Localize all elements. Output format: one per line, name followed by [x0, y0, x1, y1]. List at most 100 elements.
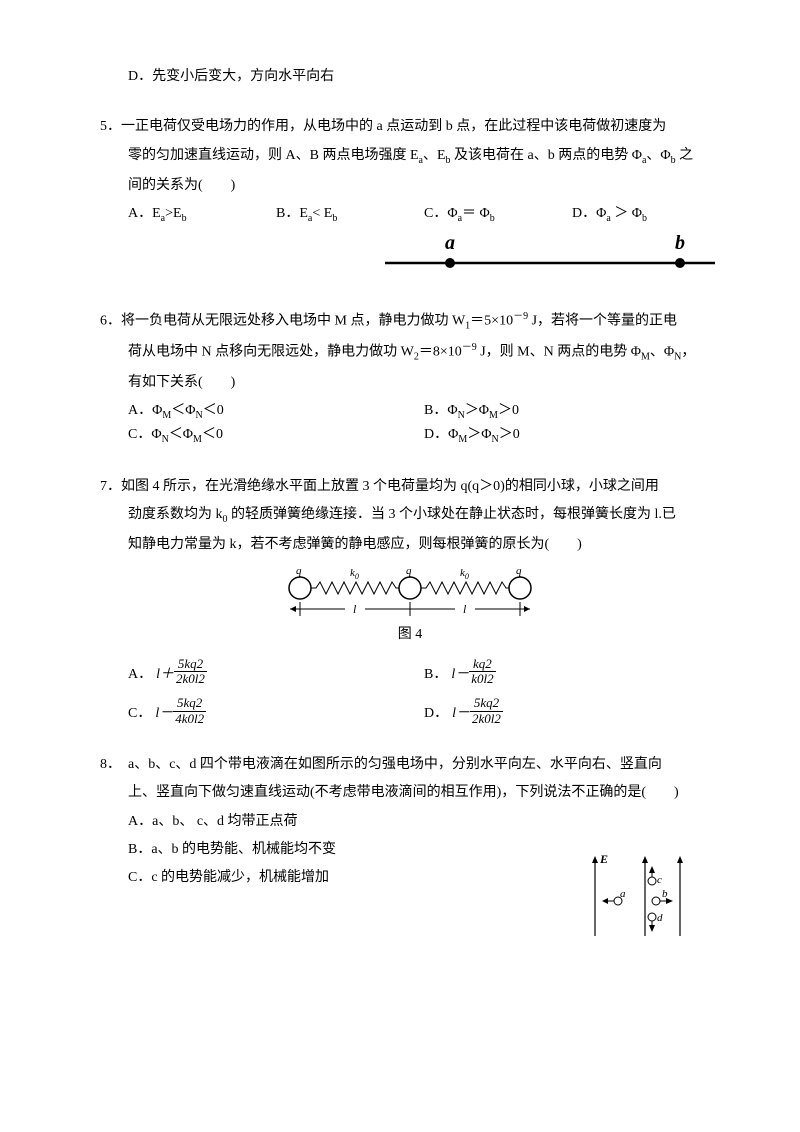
q6t1b: ＝5×10 — [470, 313, 513, 328]
spring-svg: q q q k0 k0 l — [260, 564, 560, 622]
pre: l＋ — [156, 664, 174, 686]
q5-t2d: 、Φ — [646, 148, 670, 163]
t: ＜0 — [203, 403, 224, 418]
q5-line2: 零的匀加速直线运动，则 A、B 两点电场强度 Ea、Eb 及该电荷在 a、b 两… — [128, 145, 720, 169]
q6-opt-b: B．ΦN＞ΦM＞0 — [424, 400, 720, 424]
num: 5kq2 — [470, 696, 503, 711]
frac: 5kq2 2k0l2 — [174, 657, 207, 687]
q5-options: A．Ea>Eb B．Ea< Eb C．Φa＝ Φb D．Φa ＞ Φb — [128, 203, 720, 227]
sup: －9 — [513, 311, 528, 322]
lbl-b: b — [662, 888, 668, 900]
q5c2: ＝ Φ — [462, 206, 490, 221]
fig-label-a: a — [445, 232, 455, 254]
q7-line2: 劲度系数均为 k0 的轻质弹簧绝缘连接．当 3 个小球处在静止状态时，每根弹簧长… — [128, 504, 720, 528]
fig-label-b: b — [675, 232, 685, 254]
drop-d — [648, 913, 656, 921]
spring — [421, 582, 509, 594]
dot-a — [445, 258, 455, 268]
q7-options: A． l＋ 5kq2 2k0l2 B． l－ kq2 k0l2 — [128, 657, 720, 726]
lbl-q: q — [296, 565, 302, 577]
lbl: C． — [128, 703, 151, 725]
arrow — [602, 898, 608, 904]
drop-c — [648, 877, 656, 885]
q8-opt-c: C．c 的电势能减少，机械能增加 — [128, 867, 570, 889]
lbl-E: E — [599, 852, 608, 866]
q5b1: B．E — [276, 206, 308, 221]
arrow — [642, 856, 648, 863]
arrow — [592, 856, 598, 863]
sub: N — [195, 410, 202, 421]
q7-opt-c: C． l－ 5kq2 4k0l2 — [128, 696, 424, 726]
q5d1: D．Φ — [572, 206, 606, 221]
t: C．Φ — [128, 427, 162, 442]
t: B．Φ — [424, 403, 458, 418]
q8-opt-a: A．a、b、 c、d 均带正点荷 — [128, 811, 570, 833]
page: D．先变小后变大，方向水平向右 5．一正电荷仅受电场力的作用，从电场中的 a 点… — [0, 0, 800, 989]
lbl-a: a — [620, 888, 626, 900]
sub: a — [161, 213, 165, 224]
den: k0l2 — [469, 672, 495, 686]
q7t1: 如图 4 所示，在光滑绝缘水平面上放置 3 个电荷量均为 q(q＞0)的相同小球… — [121, 479, 659, 494]
sub: M — [193, 434, 202, 445]
q6-num: 6． — [100, 313, 121, 328]
lbl-q: q — [516, 565, 522, 577]
q5-t2a: 零的匀加速直线运动，则 A、B 两点电场强度 E — [128, 148, 419, 163]
q5-t2b: 、E — [423, 148, 446, 163]
pre: l－ — [451, 664, 469, 686]
q5b2: E — [320, 206, 332, 221]
sub: N — [491, 434, 498, 445]
sub: M — [489, 410, 498, 421]
q8-options: A．a、b、 c、d 均带正点荷 B．a、b 的电势能、机械能均不变 C．c 的… — [100, 811, 570, 949]
q6-opt-c: C．ΦN＜ΦM＜0 — [128, 424, 424, 448]
q8-opt-b: B．a、b 的电势能、机械能均不变 — [128, 839, 570, 861]
q6t2e: ， — [681, 345, 695, 360]
q6-line2: 荷从电场中 N 点移向无限远处，静电力做功 W2＝8×10－9 J，则 M、N … — [128, 340, 720, 365]
q6t2d: 、Φ — [650, 345, 674, 360]
q7t2: 劲度系数均为 k — [128, 507, 223, 522]
q7-line3: 知静电力常量为 k，若不考虑弹簧的静电感应，则每根弹簧的原长为( ) — [128, 534, 720, 556]
num: kq2 — [469, 657, 495, 672]
spring — [311, 582, 399, 594]
q7-caption: 图 4 — [100, 624, 720, 646]
lbl-l: l — [353, 602, 357, 616]
drop-b — [652, 897, 660, 905]
q6-options-row1: A．ΦM＜ΦN＜0 B．ΦN＞ΦM＞0 — [128, 400, 720, 424]
q5-text1: 一正电荷仅受电场力的作用，从电场中的 a 点运动到 b 点，在此过程中该电荷做初… — [121, 119, 666, 134]
arrow — [649, 866, 655, 873]
lbl-q: q — [406, 565, 412, 577]
q5-figure: a b — [100, 231, 720, 281]
pre: l－ — [452, 703, 470, 725]
q5-t2c: 及该电荷在 a、b 两点的电势 Φ — [451, 148, 642, 163]
arrow — [524, 606, 530, 612]
t: D．Φ — [424, 427, 458, 442]
t: ＞Φ — [467, 427, 491, 442]
frac: 5kq2 2k0l2 — [470, 696, 503, 726]
q5-num: 5． — [100, 119, 121, 134]
q5a1: A．E — [128, 206, 161, 221]
lbl-k0: k0 — [350, 567, 359, 581]
q5-opt-d: D．Φa ＞ Φb — [572, 203, 720, 227]
arrow — [649, 925, 655, 932]
q6-options-row2: C．ΦN＜ΦM＜0 D．Φ M ＞ΦN＞0 — [128, 424, 720, 448]
pre: l－ — [155, 703, 173, 725]
lbl: D． — [424, 703, 448, 725]
q6t1: 将一负电荷从无限远处移入电场中 M 点，静电力做功 W — [121, 313, 465, 328]
q6t2: 荷从电场中 N 点移向无限远处，静电力做功 W — [128, 345, 414, 360]
q7-line1: 7．如图 4 所示，在光滑绝缘水平面上放置 3 个电荷量均为 q(q＞0)的相同… — [100, 476, 720, 498]
sub: a — [308, 213, 312, 224]
den: 4k0l2 — [173, 712, 206, 726]
q7-num: 7． — [100, 479, 121, 494]
t: ＞Φ — [465, 403, 489, 418]
sub: b — [182, 213, 187, 224]
t: ＞0 — [499, 427, 520, 442]
frac: 5kq2 4k0l2 — [173, 696, 206, 726]
ball — [509, 577, 531, 599]
q6t2b: ＝8×10 — [419, 345, 462, 360]
q6-opt-a: A．ΦM＜ΦN＜0 — [128, 400, 424, 424]
sub: b — [642, 213, 647, 224]
q7-row2: C． l－ 5kq2 4k0l2 D． l－ 5kq2 2k0l2 — [128, 696, 720, 726]
q8-num: 8． — [100, 757, 114, 772]
t: ＞0 — [498, 403, 519, 418]
t: ＜0 — [202, 427, 223, 442]
q5-opt-c: C．Φa＝ Φb — [424, 203, 572, 227]
